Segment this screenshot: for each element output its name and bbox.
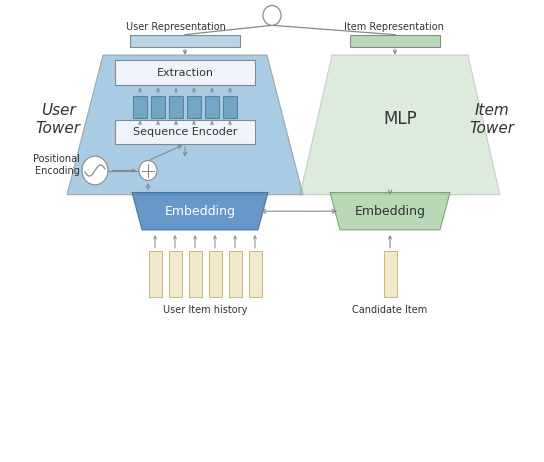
Polygon shape: [300, 55, 500, 195]
Text: Extraction: Extraction: [157, 67, 213, 78]
FancyBboxPatch shape: [205, 96, 219, 118]
Text: Candidate Item: Candidate Item: [353, 305, 428, 315]
FancyBboxPatch shape: [249, 251, 262, 297]
Circle shape: [263, 6, 281, 25]
FancyBboxPatch shape: [223, 96, 237, 118]
Text: Positional
Encoding: Positional Encoding: [33, 154, 80, 176]
FancyBboxPatch shape: [384, 251, 397, 297]
FancyBboxPatch shape: [208, 251, 221, 297]
Circle shape: [139, 161, 157, 180]
FancyBboxPatch shape: [169, 251, 182, 297]
Text: User Representation: User Representation: [126, 22, 226, 32]
FancyBboxPatch shape: [350, 35, 440, 47]
Text: Item Representation: Item Representation: [344, 22, 444, 32]
FancyBboxPatch shape: [133, 96, 147, 118]
Text: Sequence Encoder: Sequence Encoder: [133, 127, 237, 137]
FancyBboxPatch shape: [151, 96, 165, 118]
Circle shape: [82, 156, 108, 185]
FancyBboxPatch shape: [130, 35, 240, 47]
Text: Item
Tower: Item Tower: [469, 103, 515, 136]
FancyBboxPatch shape: [189, 251, 201, 297]
FancyBboxPatch shape: [187, 96, 201, 118]
Text: User
Tower: User Tower: [35, 103, 81, 136]
Text: User Item history: User Item history: [163, 305, 247, 315]
FancyBboxPatch shape: [149, 251, 162, 297]
Polygon shape: [132, 193, 268, 230]
Text: MLP: MLP: [383, 110, 417, 128]
Text: Embedding: Embedding: [164, 205, 236, 218]
FancyBboxPatch shape: [115, 120, 255, 144]
Polygon shape: [330, 193, 450, 230]
Text: Embedding: Embedding: [355, 205, 425, 218]
Polygon shape: [67, 55, 303, 195]
FancyBboxPatch shape: [228, 251, 242, 297]
FancyBboxPatch shape: [115, 61, 255, 85]
FancyBboxPatch shape: [169, 96, 183, 118]
